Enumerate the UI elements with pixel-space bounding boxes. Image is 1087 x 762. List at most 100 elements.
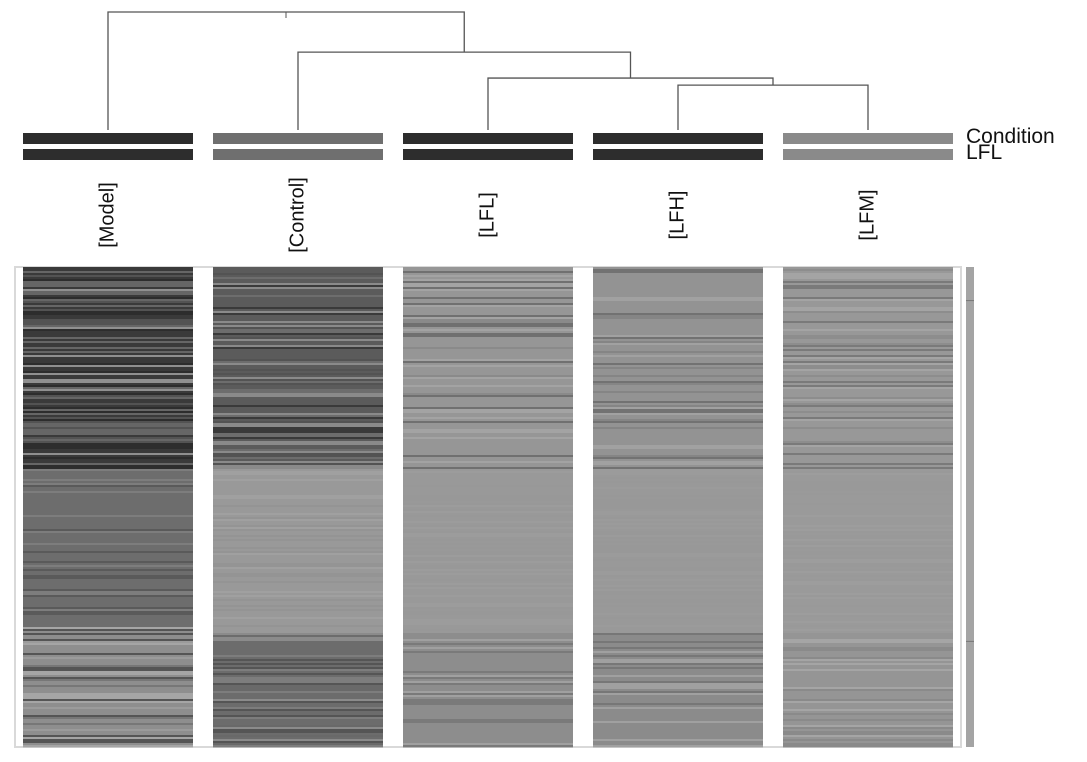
heat-cell-2-131 bbox=[403, 529, 573, 532]
heat-cell-3-199 bbox=[593, 665, 763, 668]
heat-cell-2-235 bbox=[403, 737, 573, 740]
heat-cell-4-223 bbox=[783, 713, 953, 716]
heat-cell-2-105 bbox=[403, 477, 573, 480]
heat-cell-4-25 bbox=[783, 317, 953, 320]
heat-cell-2-0 bbox=[403, 267, 573, 270]
heat-cell-1-130 bbox=[213, 527, 383, 530]
heat-cell-0-4 bbox=[23, 275, 193, 278]
heat-cell-1-154 bbox=[213, 575, 383, 578]
heat-cell-2-38 bbox=[403, 343, 573, 346]
heat-cell-1-170 bbox=[213, 607, 383, 610]
heat-cell-0-159 bbox=[23, 585, 193, 588]
heat-cell-3-145 bbox=[593, 557, 763, 560]
heat-cell-3-81 bbox=[593, 429, 763, 432]
heat-cell-2-212 bbox=[403, 691, 573, 694]
heat-cell-2-168 bbox=[403, 603, 573, 606]
heat-cell-0-80 bbox=[23, 427, 193, 430]
heat-cell-2-39 bbox=[403, 345, 573, 348]
heat-cell-0-234 bbox=[23, 735, 193, 738]
heat-cell-2-15 bbox=[403, 297, 573, 300]
heat-cell-1-145 bbox=[213, 557, 383, 560]
heat-cell-0-57 bbox=[23, 381, 193, 384]
heat-cell-3-229 bbox=[593, 725, 763, 728]
heat-cell-3-106 bbox=[593, 479, 763, 482]
heat-cell-1-228 bbox=[213, 723, 383, 726]
heat-cell-4-161 bbox=[783, 589, 953, 592]
heat-cell-0-231 bbox=[23, 729, 193, 732]
heat-cell-2-1 bbox=[403, 269, 573, 272]
heat-cell-3-73 bbox=[593, 413, 763, 416]
heat-cell-2-95 bbox=[403, 457, 573, 460]
heat-cell-0-137 bbox=[23, 541, 193, 544]
heat-cell-4-106 bbox=[783, 479, 953, 482]
heat-cell-4-15 bbox=[783, 297, 953, 300]
heat-cell-1-55 bbox=[213, 377, 383, 380]
heat-cell-0-56 bbox=[23, 379, 193, 382]
heat-cell-2-81 bbox=[403, 429, 573, 432]
heat-cell-4-119 bbox=[783, 505, 953, 508]
heat-cell-3-4 bbox=[593, 275, 763, 278]
heat-cell-0-72 bbox=[23, 411, 193, 414]
heat-cell-1-147 bbox=[213, 561, 383, 564]
heat-cell-1-153 bbox=[213, 573, 383, 576]
heat-cell-0-229 bbox=[23, 725, 193, 728]
heat-cell-0-82 bbox=[23, 431, 193, 434]
heat-cell-4-209 bbox=[783, 685, 953, 688]
heat-cell-3-76 bbox=[593, 419, 763, 422]
heat-cell-4-37 bbox=[783, 341, 953, 344]
heat-cell-4-236 bbox=[783, 739, 953, 742]
heat-cell-4-149 bbox=[783, 565, 953, 568]
heat-cell-3-234 bbox=[593, 735, 763, 738]
heat-cell-2-37 bbox=[403, 341, 573, 344]
heat-cell-1-206 bbox=[213, 679, 383, 682]
heat-cell-4-78 bbox=[783, 423, 953, 426]
heat-cell-2-51 bbox=[403, 369, 573, 372]
heat-cell-1-234 bbox=[213, 735, 383, 738]
heat-cell-4-62 bbox=[783, 391, 953, 394]
heat-cell-2-147 bbox=[403, 561, 573, 564]
heat-cell-4-41 bbox=[783, 349, 953, 352]
heat-cell-0-207 bbox=[23, 681, 193, 684]
heat-cell-0-48 bbox=[23, 363, 193, 366]
heat-cell-2-181 bbox=[403, 629, 573, 632]
heat-cell-0-236 bbox=[23, 739, 193, 742]
heat-cell-2-179 bbox=[403, 625, 573, 628]
heat-cell-0-153 bbox=[23, 573, 193, 576]
heat-cell-4-100 bbox=[783, 467, 953, 470]
heat-cell-0-206 bbox=[23, 679, 193, 682]
heat-cell-3-9 bbox=[593, 285, 763, 288]
heat-cell-2-82 bbox=[403, 431, 573, 434]
heat-cell-2-229 bbox=[403, 725, 573, 728]
heat-cell-4-21 bbox=[783, 309, 953, 312]
heat-cell-2-219 bbox=[403, 705, 573, 708]
heat-cell-1-60 bbox=[213, 387, 383, 390]
heat-cell-4-116 bbox=[783, 499, 953, 502]
heat-cell-2-166 bbox=[403, 599, 573, 602]
heat-cell-2-188 bbox=[403, 643, 573, 646]
column-label-1: [Control] bbox=[286, 177, 308, 253]
heat-cell-4-213 bbox=[783, 693, 953, 696]
heat-cell-0-209 bbox=[23, 685, 193, 688]
heat-cell-3-71 bbox=[593, 409, 763, 412]
heat-cell-2-233 bbox=[403, 733, 573, 736]
heat-cell-2-85 bbox=[403, 437, 573, 440]
heat-cell-1-151 bbox=[213, 569, 383, 572]
heat-cell-2-93 bbox=[403, 453, 573, 456]
heat-cell-1-177 bbox=[213, 621, 383, 624]
heat-cell-3-124 bbox=[593, 515, 763, 518]
annotation-bar-0-0 bbox=[23, 133, 193, 144]
heat-cell-2-60 bbox=[403, 387, 573, 390]
heat-cell-4-56 bbox=[783, 379, 953, 382]
heat-cell-3-134 bbox=[593, 535, 763, 538]
heat-cell-3-42 bbox=[593, 351, 763, 354]
heat-cell-4-9 bbox=[783, 285, 953, 288]
heat-cell-1-77 bbox=[213, 421, 383, 424]
heat-cell-3-198 bbox=[593, 663, 763, 666]
heat-cell-0-7 bbox=[23, 281, 193, 284]
heat-cell-2-208 bbox=[403, 683, 573, 686]
heat-cell-0-171 bbox=[23, 609, 193, 612]
heat-cell-2-232 bbox=[403, 731, 573, 734]
heat-cell-0-102 bbox=[23, 471, 193, 474]
heat-cell-0-175 bbox=[23, 617, 193, 620]
heat-cell-3-114 bbox=[593, 495, 763, 498]
